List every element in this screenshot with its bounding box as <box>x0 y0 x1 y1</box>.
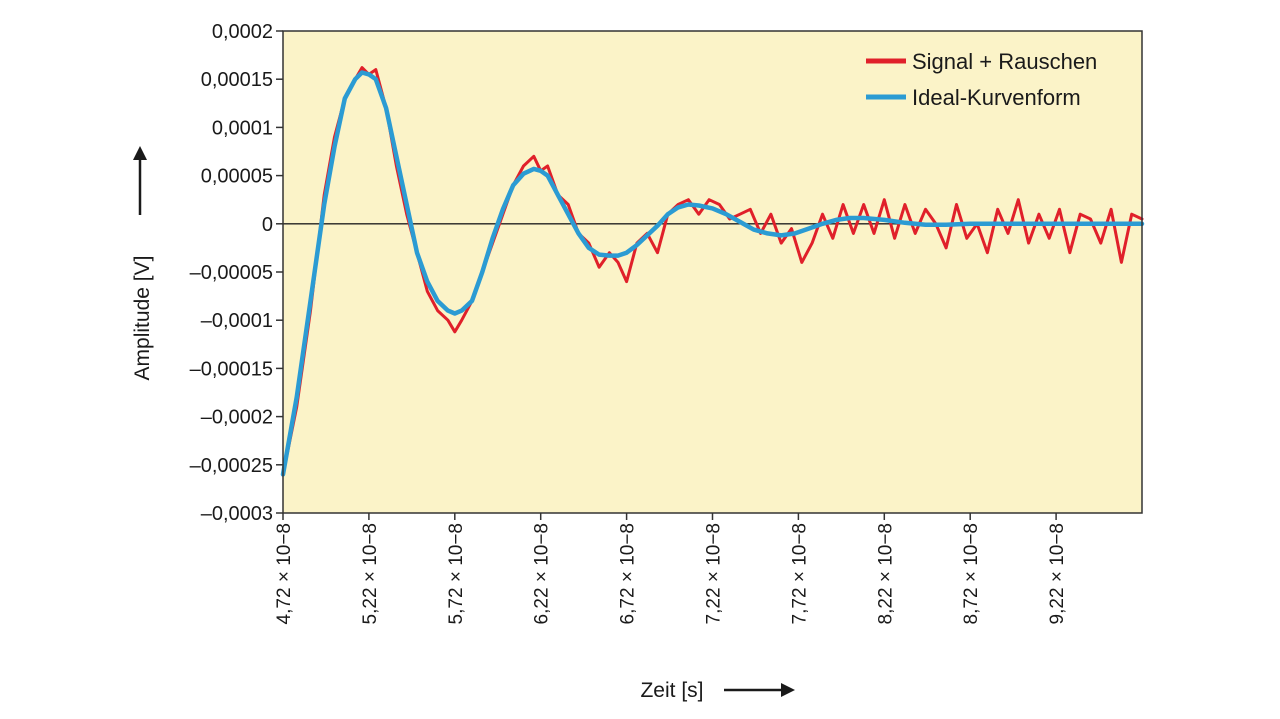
x-tick-label: 7,22 × 10−8 <box>704 523 725 624</box>
x-tick-label: 4,72 × 10−8 <box>274 523 295 624</box>
y-tick-label: 0,00015 <box>201 69 273 91</box>
y-tick-label: 0 <box>262 214 273 236</box>
y-axis-arrow-head <box>133 146 147 160</box>
x-tick-label: 5,22 × 10−8 <box>360 523 381 624</box>
legend: Signal + Rauschen Ideal-Kurvenform <box>866 49 1097 110</box>
y-tick-label: 0,0002 <box>212 21 273 43</box>
x-axis-title: Zeit [s] <box>640 679 795 702</box>
plot-frame <box>282 30 1143 514</box>
x-tick-label: 9,22 × 10−8 <box>1047 523 1068 624</box>
y-tick-label: –0,00025 <box>190 455 273 477</box>
x-tick-label: 5,72 × 10−8 <box>446 523 467 624</box>
series-line-ideal <box>280 70 1145 477</box>
series-layer <box>280 66 1145 477</box>
x-axis-ticks: 4,72 × 10−8 5,22 × 10−8 5,72 × 10−8 6,22 × … <box>274 513 1068 624</box>
x-axis-arrow-head <box>781 683 795 697</box>
y-tick-label: –0,0001 <box>201 310 273 332</box>
x-tick-label: 8,72 × 10−8 <box>961 523 982 624</box>
x-tick-label: 7,72 × 10−8 <box>789 523 810 624</box>
y-tick-label: 0,0001 <box>212 117 273 139</box>
x-tick-label: 8,22 × 10−8 <box>875 523 896 624</box>
x-axis-label: Zeit [s] <box>640 679 703 702</box>
y-tick-label: –0,00005 <box>190 262 273 284</box>
y-axis-title: Amplitude [V] <box>131 146 154 380</box>
x-tick-label: 6,72 × 10−8 <box>618 523 639 624</box>
legend-label-ideal: Ideal-Kurvenform <box>912 85 1081 110</box>
y-tick-label: –0,0003 <box>201 503 273 525</box>
x-tick-label: 6,22 × 10−8 <box>532 523 553 624</box>
y-axis-ticks: 0,0002 0,00015 0,0001 0,00005 0 –0,00005 –0,00… <box>190 21 283 525</box>
y-tick-label: –0,0002 <box>201 407 273 429</box>
y-axis-label: Amplitude [V] <box>131 256 154 381</box>
y-tick-label: –0,00015 <box>190 358 273 380</box>
legend-label-signal: Signal + Rauschen <box>912 49 1097 74</box>
y-tick-label: 0,00005 <box>201 166 273 188</box>
